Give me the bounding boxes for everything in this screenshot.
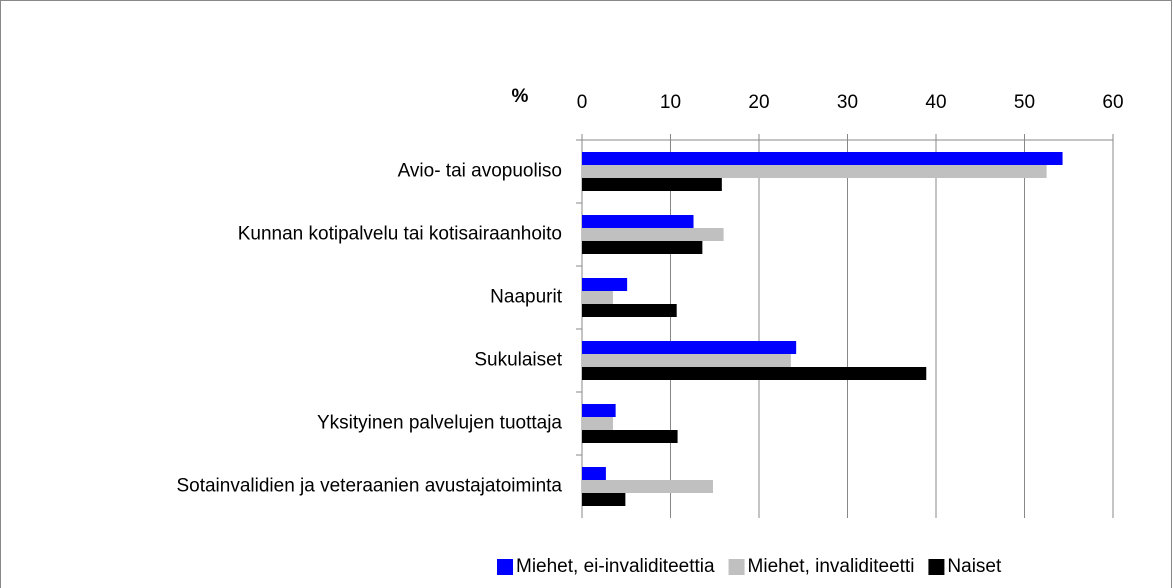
bar xyxy=(582,152,1063,165)
bar xyxy=(582,178,722,191)
bar xyxy=(582,278,628,291)
bar xyxy=(582,341,797,354)
bar xyxy=(582,165,1047,178)
legend-swatch xyxy=(928,559,945,575)
bar xyxy=(582,493,626,506)
bar xyxy=(582,354,791,367)
bar xyxy=(582,404,616,417)
x-tick-label: 30 xyxy=(837,92,858,113)
bar xyxy=(582,291,613,304)
bar xyxy=(582,228,724,241)
legend-label: Miehet, ei-invaliditeettia xyxy=(516,556,715,577)
bar xyxy=(582,430,678,443)
bar xyxy=(582,417,613,430)
x-tick-label: 40 xyxy=(925,92,946,113)
bar xyxy=(582,241,703,254)
x-tick-label: 20 xyxy=(748,92,769,113)
bar xyxy=(582,215,694,228)
y-tick-label: Sotainvalidien ja veteraanien avustajato… xyxy=(176,476,562,497)
y-tick-label: Sukulaiset xyxy=(474,350,562,371)
legend-label: Miehet, invaliditeetti xyxy=(748,556,915,577)
bar xyxy=(582,304,677,317)
y-tick-label: Naapurit xyxy=(490,287,563,308)
bar xyxy=(582,367,927,380)
x-tick-label: 50 xyxy=(1014,92,1035,113)
legend-swatch xyxy=(497,559,513,575)
x-tick-label: 10 xyxy=(660,92,681,113)
x-tick-label: 60 xyxy=(1102,92,1123,113)
y-tick-label: Avio- tai avopuoliso xyxy=(398,161,562,182)
axis-label: % xyxy=(512,86,529,107)
legend-swatch xyxy=(728,559,745,575)
bar xyxy=(582,480,713,493)
y-tick-label: Kunnan kotipalvelu tai kotisairaanhoito xyxy=(238,224,562,245)
bar xyxy=(582,467,606,480)
legend-label: Naiset xyxy=(947,556,1002,577)
y-tick-label: Yksityinen palvelujen tuottaja xyxy=(317,413,562,434)
x-tick-label: 0 xyxy=(577,92,588,113)
